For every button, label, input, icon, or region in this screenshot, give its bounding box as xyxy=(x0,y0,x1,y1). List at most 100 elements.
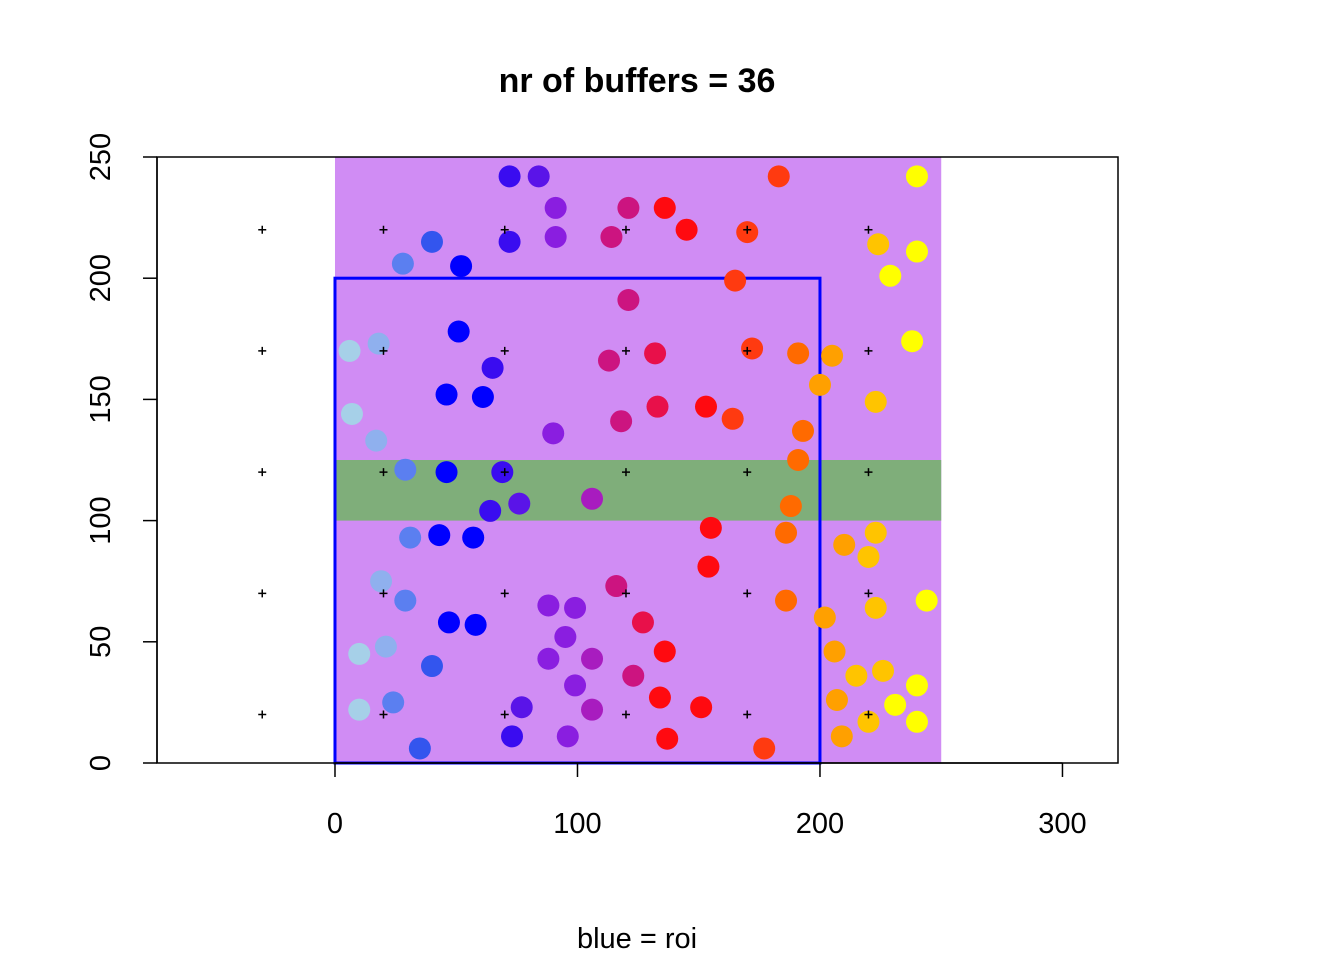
buffer-center xyxy=(621,346,630,355)
buffer-center xyxy=(864,346,873,355)
x-tick-label: 200 xyxy=(796,808,844,840)
point xyxy=(653,640,676,663)
point xyxy=(542,422,565,445)
point xyxy=(340,402,363,425)
point xyxy=(622,664,645,687)
x-tick-label: 100 xyxy=(553,808,601,840)
point xyxy=(857,710,880,733)
point xyxy=(498,230,521,253)
point xyxy=(501,725,524,748)
point xyxy=(775,589,798,612)
point xyxy=(864,596,887,619)
buffer-center xyxy=(864,468,873,477)
buffer-center xyxy=(500,346,509,355)
point xyxy=(753,737,776,760)
point xyxy=(428,524,451,547)
point xyxy=(537,647,560,670)
point xyxy=(556,725,579,748)
point xyxy=(617,196,640,219)
buffer-center xyxy=(258,589,267,598)
point xyxy=(391,252,414,275)
point xyxy=(408,737,431,760)
buffer-center xyxy=(258,710,267,719)
point xyxy=(915,589,938,612)
point xyxy=(792,419,815,442)
point xyxy=(648,686,671,709)
y-tick-label: 50 xyxy=(85,626,117,658)
point xyxy=(864,390,887,413)
point xyxy=(653,196,676,219)
y-tick-label: 100 xyxy=(85,496,117,544)
buffer-center xyxy=(621,225,630,234)
point xyxy=(775,521,798,544)
point xyxy=(631,611,654,634)
point xyxy=(787,449,810,471)
buffer-center xyxy=(500,589,509,598)
point xyxy=(394,458,417,481)
buffer-center xyxy=(621,710,630,719)
point xyxy=(447,320,470,343)
buffer-center xyxy=(379,346,388,355)
point xyxy=(437,611,460,634)
point xyxy=(374,635,397,658)
point xyxy=(823,640,846,663)
y-tick-label: 200 xyxy=(85,254,117,302)
buffer-center xyxy=(621,468,630,477)
point xyxy=(813,606,836,629)
point xyxy=(825,688,848,711)
point xyxy=(462,526,485,549)
point xyxy=(564,596,587,619)
x-tick-label: 300 xyxy=(1038,808,1086,840)
buffer-center xyxy=(621,589,630,598)
point xyxy=(471,385,494,408)
buffer-center xyxy=(258,225,267,234)
point xyxy=(554,625,577,648)
point xyxy=(675,218,698,241)
point xyxy=(610,410,633,433)
buffer-center xyxy=(258,468,267,477)
point xyxy=(905,710,928,733)
point xyxy=(833,533,856,556)
buffer-center xyxy=(864,710,873,719)
point xyxy=(420,655,443,678)
y-tick-label: 150 xyxy=(85,375,117,423)
point xyxy=(646,395,669,418)
point xyxy=(864,521,887,544)
point xyxy=(399,526,422,549)
point xyxy=(581,698,604,721)
point xyxy=(884,693,907,716)
x-tick-label: 0 xyxy=(327,808,343,840)
buffer-center xyxy=(743,589,752,598)
point xyxy=(901,330,924,353)
point xyxy=(644,342,667,365)
point xyxy=(617,289,640,312)
point xyxy=(741,337,764,360)
point xyxy=(527,165,550,188)
point xyxy=(779,495,802,518)
point xyxy=(508,492,531,515)
point xyxy=(450,255,473,278)
point xyxy=(435,461,458,484)
point xyxy=(767,165,790,188)
point xyxy=(724,269,747,292)
point xyxy=(394,589,417,612)
point xyxy=(382,691,405,714)
point xyxy=(365,429,388,452)
buffer-center xyxy=(743,225,752,234)
point xyxy=(370,570,393,593)
buffer-center xyxy=(864,225,873,234)
point xyxy=(581,487,604,510)
point xyxy=(905,240,928,263)
point xyxy=(695,395,718,418)
region xyxy=(334,460,942,521)
point xyxy=(581,647,604,670)
point xyxy=(420,230,443,253)
y-tick-label: 250 xyxy=(85,133,117,181)
point xyxy=(905,165,928,188)
buffer-center xyxy=(500,710,509,719)
point xyxy=(808,373,831,396)
buffer-center xyxy=(379,589,388,598)
point xyxy=(605,575,628,598)
point xyxy=(348,642,371,665)
